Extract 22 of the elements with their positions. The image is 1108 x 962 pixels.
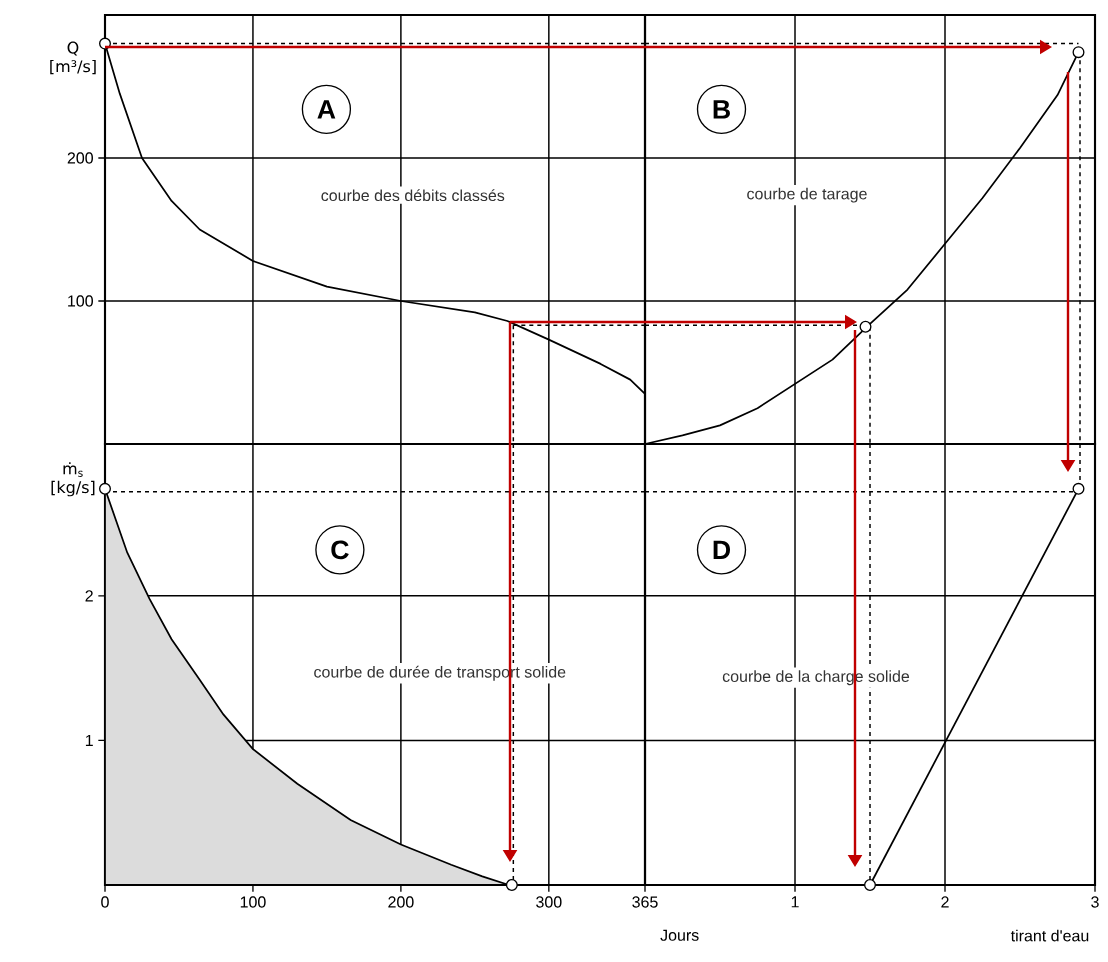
x-tick-label: 200 [388,896,414,908]
text: courbe de tarage [747,187,867,203]
text: C [331,540,349,560]
x-tick-label: 0 [101,896,109,908]
text: A [317,100,336,119]
y-axis-title: ṁ$_{s}$ [kg/s] [51,462,95,497]
y-tick-label: 100 [68,295,93,307]
x-tick-label: 1 [791,896,799,908]
y-tick-label: 200 [67,152,93,164]
y-axis-title: Q [m³/s] [50,41,96,75]
x-tick-label: 100 [240,896,266,908]
x-tick-label: 2 [941,896,949,908]
x-tick-label: 365 [632,896,658,908]
y-tick-label: 2 [85,590,93,602]
x-axis-title: Jours [660,929,699,941]
text: courbe des débits classés [321,189,505,202]
text: D [713,540,730,559]
text: B [713,100,730,119]
y-tick-label: 1 [85,734,93,746]
x-axis-title: tirant d'eau [1010,929,1089,942]
x-tick-label: 300 [536,896,562,908]
x-tick-label: 3 [1091,896,1099,908]
